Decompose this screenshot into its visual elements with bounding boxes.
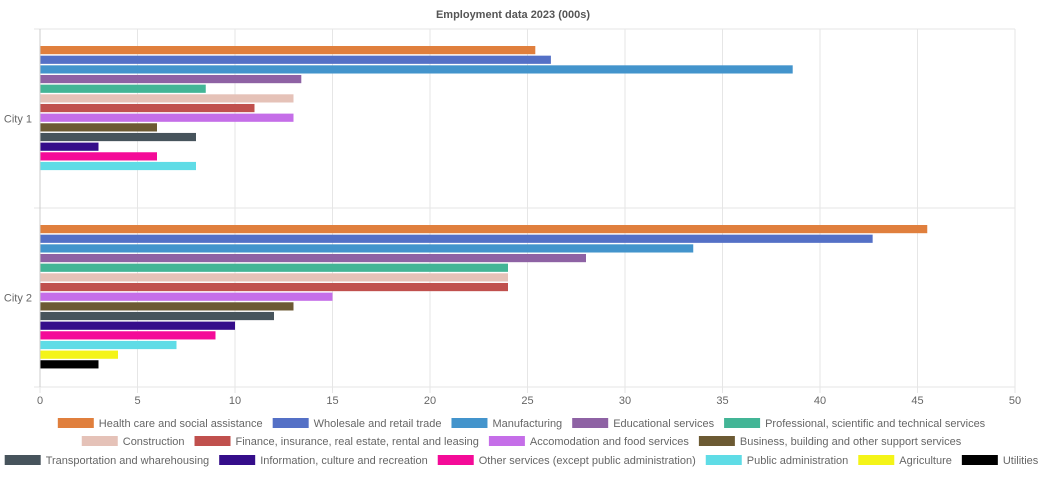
grid [34, 28, 1016, 393]
bar [40, 74, 302, 84]
legend-label: Public administration [747, 455, 849, 467]
bar [40, 65, 793, 74]
legend-swatch [437, 455, 474, 465]
legend-swatch [272, 418, 309, 428]
bar [40, 350, 118, 359]
legend-label: Wholesale and retail trade [314, 418, 442, 430]
chart-title: Employment data 2023 (000s) [436, 9, 590, 21]
x-tick-label: 15 [326, 395, 338, 407]
bar [40, 340, 177, 350]
legend-item[interactable]: Wholesale and retail trade [272, 418, 442, 430]
legend-label: Health care and social assistance [99, 418, 263, 430]
bar [40, 94, 294, 103]
legend-label: Manufacturing [492, 418, 562, 430]
bar [40, 234, 873, 243]
legend-item[interactable]: Information, culture and recreation [219, 455, 428, 467]
bar [40, 46, 536, 55]
bar [40, 103, 255, 113]
legend-label: Professional, scientific and technical s… [765, 418, 986, 430]
legend-label: Accomodation and food services [530, 436, 689, 448]
legend-item[interactable]: Public administration [705, 455, 849, 467]
legend-item[interactable]: Agriculture [858, 455, 952, 467]
bar [40, 311, 274, 321]
legend-item[interactable]: Transportation and wharehousing [4, 455, 209, 467]
x-tick-label: 0 [37, 395, 43, 407]
legend-item[interactable]: Finance, insurance, real estate, rental … [194, 436, 479, 448]
x-tick-label: 20 [424, 395, 436, 407]
legend-swatch [724, 418, 761, 428]
bar [40, 123, 157, 132]
bar [40, 302, 294, 311]
legend: Health care and social assistance Wholesa… [4, 418, 1039, 467]
legend-label: Construction [123, 436, 185, 448]
legend-swatch [219, 455, 256, 465]
legend-swatch [698, 436, 735, 446]
bar [40, 113, 294, 122]
bar [40, 321, 235, 330]
legend-item[interactable]: Utilities [961, 455, 1039, 467]
legend-swatch [194, 436, 231, 446]
bar [40, 273, 508, 282]
legend-label: Finance, insurance, real estate, rental … [236, 436, 479, 448]
legend-label: Educational services [613, 418, 714, 430]
bar [40, 142, 99, 151]
legend-swatch [57, 418, 94, 428]
legend-item[interactable]: Other services (except public administra… [437, 455, 696, 467]
legend-item[interactable]: Accomodation and food services [488, 436, 689, 448]
legend-item[interactable]: Professional, scientific and technical s… [724, 418, 986, 430]
x-tick-label: 5 [134, 395, 140, 407]
bars-group [40, 46, 928, 369]
legend-item[interactable]: Business, building and other support ser… [698, 436, 962, 448]
x-tick-label: 50 [1009, 395, 1021, 407]
bar [40, 282, 508, 292]
bar [40, 132, 196, 142]
x-tick-label: 40 [814, 395, 826, 407]
legend-label: Other services (except public administra… [479, 455, 696, 467]
bar [40, 225, 928, 234]
y-tick-label: City 2 [4, 293, 32, 305]
bar [40, 152, 157, 161]
bar [40, 84, 206, 93]
x-tick-label: 30 [619, 395, 631, 407]
bar [40, 360, 99, 369]
x-tick-label: 10 [229, 395, 241, 407]
axes: 0 5 10 15 20 25 30 35 40 45 50 City 1 City 2 [4, 29, 1021, 407]
legend-label: Agriculture [899, 455, 952, 467]
bar [40, 263, 508, 272]
bar [40, 55, 551, 64]
legend-label: Business, building and other support ser… [740, 436, 962, 448]
bar [40, 253, 586, 263]
legend-swatch [4, 455, 41, 465]
x-tick-label: 35 [716, 395, 728, 407]
legend-label: Transportation and wharehousing [46, 455, 209, 467]
legend-swatch [961, 455, 998, 465]
legend-swatch [81, 436, 118, 446]
legend-item[interactable]: Educational services [572, 418, 715, 430]
legend-swatch [488, 436, 525, 446]
legend-item[interactable]: Health care and social assistance [57, 418, 263, 430]
x-tick-label: 25 [521, 395, 533, 407]
bar [40, 161, 196, 171]
bar [40, 244, 694, 253]
legend-swatch [858, 455, 895, 465]
legend-swatch [705, 455, 742, 465]
legend-item[interactable]: Manufacturing [451, 418, 562, 430]
legend-swatch [572, 418, 609, 428]
legend-label: Information, culture and recreation [260, 455, 428, 467]
y-tick-label: City 1 [4, 114, 32, 126]
x-tick-label: 45 [911, 395, 923, 407]
legend-label: Utilities [1003, 455, 1039, 467]
legend-item[interactable]: Construction [81, 436, 185, 448]
bar [40, 292, 333, 301]
bar [40, 331, 216, 340]
legend-swatch [451, 418, 488, 428]
